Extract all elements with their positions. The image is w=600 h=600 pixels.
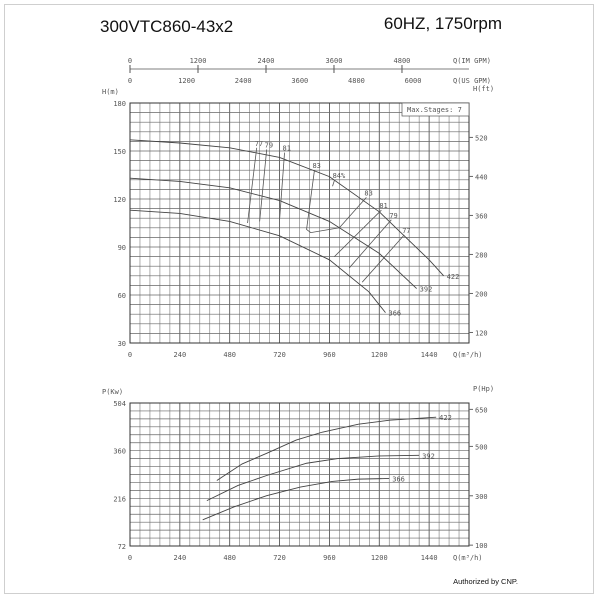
power-series-366 bbox=[202, 478, 390, 521]
power-y-tick: 360 bbox=[113, 448, 126, 456]
power-x-tick: 720 bbox=[273, 554, 286, 562]
im-gpm-tick: 2400 bbox=[258, 57, 275, 65]
model-title: 300VTC860-43x2 bbox=[100, 17, 234, 36]
authorized-note: Authorized by CNP. bbox=[453, 577, 518, 586]
efficiency-label: 81 bbox=[379, 202, 387, 210]
us-gpm-tick: 2400 bbox=[235, 77, 252, 85]
us-gpm-tick: 3600 bbox=[291, 77, 308, 85]
power-series-422 bbox=[216, 416, 437, 481]
head-y-tick: 120 bbox=[113, 196, 126, 204]
head-y-tick: 60 bbox=[118, 292, 126, 300]
power-plot-border bbox=[129, 402, 470, 547]
head-x-tick: 720 bbox=[273, 351, 286, 359]
efficiency-line bbox=[334, 209, 382, 257]
power-x-tick: 960 bbox=[323, 554, 336, 562]
max-stages-label: Max.Stages: 7 bbox=[407, 106, 462, 114]
head-y-tick: 180 bbox=[113, 100, 126, 108]
efficiency-line bbox=[259, 149, 268, 222]
power-x-tick: 480 bbox=[223, 554, 236, 562]
power-y-label: P(Kw) bbox=[102, 388, 123, 396]
im-gpm-tick: 3600 bbox=[326, 57, 343, 65]
efficiency-label: 83 bbox=[312, 162, 320, 170]
head-series-label: 392 bbox=[420, 286, 433, 294]
efficiency-label: 81 bbox=[283, 145, 291, 153]
power-x-tick: 240 bbox=[174, 554, 187, 562]
efficiency-label: 79 bbox=[265, 141, 273, 149]
efficiency-label: 79 bbox=[389, 212, 397, 220]
us-gpm-tick: 0 bbox=[128, 77, 132, 85]
head-x-tick: 1440 bbox=[421, 351, 438, 359]
im-gpm-label: Q(IM GPM) bbox=[453, 57, 491, 65]
power-x-tick: 0 bbox=[128, 554, 132, 562]
im-gpm-tick: 0 bbox=[128, 57, 132, 65]
us-gpm-tick: 1200 bbox=[178, 77, 195, 85]
power-x-tick: 1440 bbox=[421, 554, 438, 562]
efficiency-label: 84% bbox=[333, 172, 346, 180]
efficiency-line bbox=[279, 152, 285, 220]
head-x-tick: 240 bbox=[174, 351, 187, 359]
efficiency-line bbox=[332, 179, 335, 187]
power-y-tick: 216 bbox=[113, 495, 126, 503]
power-series-label: 422 bbox=[439, 414, 452, 422]
power-series-392 bbox=[206, 454, 420, 502]
power-series-label: 366 bbox=[392, 475, 405, 483]
head-series-366 bbox=[129, 209, 386, 313]
head-x-tick: 480 bbox=[223, 351, 236, 359]
head-y-tick: 90 bbox=[118, 244, 126, 252]
head-y2-tick: 200 bbox=[475, 290, 488, 298]
power-y2-tick: 100 bbox=[475, 542, 488, 550]
head-y-label: H(m) bbox=[102, 88, 119, 96]
power-y2-tick: 300 bbox=[475, 493, 488, 501]
im-gpm-tick: 1200 bbox=[190, 57, 207, 65]
power-x-tick: 1200 bbox=[371, 554, 388, 562]
efficiency-label: 77 bbox=[402, 227, 410, 235]
us-gpm-tick: 4800 bbox=[348, 77, 365, 85]
head-series-392 bbox=[129, 177, 417, 289]
max-stages-box bbox=[401, 102, 470, 117]
us-gpm-label: Q(US GPM) bbox=[453, 77, 491, 85]
efficiency-label: 77 bbox=[255, 140, 263, 148]
page-frame bbox=[4, 4, 594, 594]
efficiency-line bbox=[361, 234, 405, 283]
efficiency-line bbox=[349, 219, 392, 269]
im-gpm-tick: 4800 bbox=[394, 57, 411, 65]
efficiency-line bbox=[306, 170, 367, 234]
head-y-tick: 30 bbox=[118, 340, 126, 348]
head-y-tick: 150 bbox=[113, 148, 126, 156]
head-series-422 bbox=[129, 139, 444, 277]
head-y2-tick: 360 bbox=[475, 212, 488, 220]
head-x-label: Q(m³/h) bbox=[453, 351, 483, 359]
head-x-tick: 1200 bbox=[371, 351, 388, 359]
us-gpm-tick: 6000 bbox=[405, 77, 422, 85]
head-y2-tick: 520 bbox=[475, 134, 488, 142]
power-y2-tick: 500 bbox=[475, 443, 488, 451]
head-plot-border bbox=[129, 102, 470, 344]
head-x-tick: 0 bbox=[128, 351, 132, 359]
head-series-label: 422 bbox=[447, 273, 460, 281]
head-x-tick: 960 bbox=[323, 351, 336, 359]
head-y2-tick: 440 bbox=[475, 173, 488, 181]
efficiency-label: 83 bbox=[364, 189, 372, 197]
power-x-label: Q(m³/h) bbox=[453, 554, 483, 562]
power-y2-tick: 650 bbox=[475, 406, 488, 414]
power-y2-label: P(Hp) bbox=[473, 385, 494, 393]
power-y-tick: 504 bbox=[113, 400, 126, 408]
efficiency-line bbox=[247, 147, 258, 224]
head-y2-tick: 280 bbox=[475, 251, 488, 259]
head-series-label: 366 bbox=[388, 310, 401, 318]
head-y2-label: H(ft) bbox=[473, 85, 494, 93]
power-series-label: 392 bbox=[422, 452, 435, 460]
power-y-tick: 72 bbox=[118, 543, 126, 551]
speed-label: 60HZ, 1750rpm bbox=[383, 14, 502, 33]
head-y2-tick: 120 bbox=[475, 329, 488, 337]
